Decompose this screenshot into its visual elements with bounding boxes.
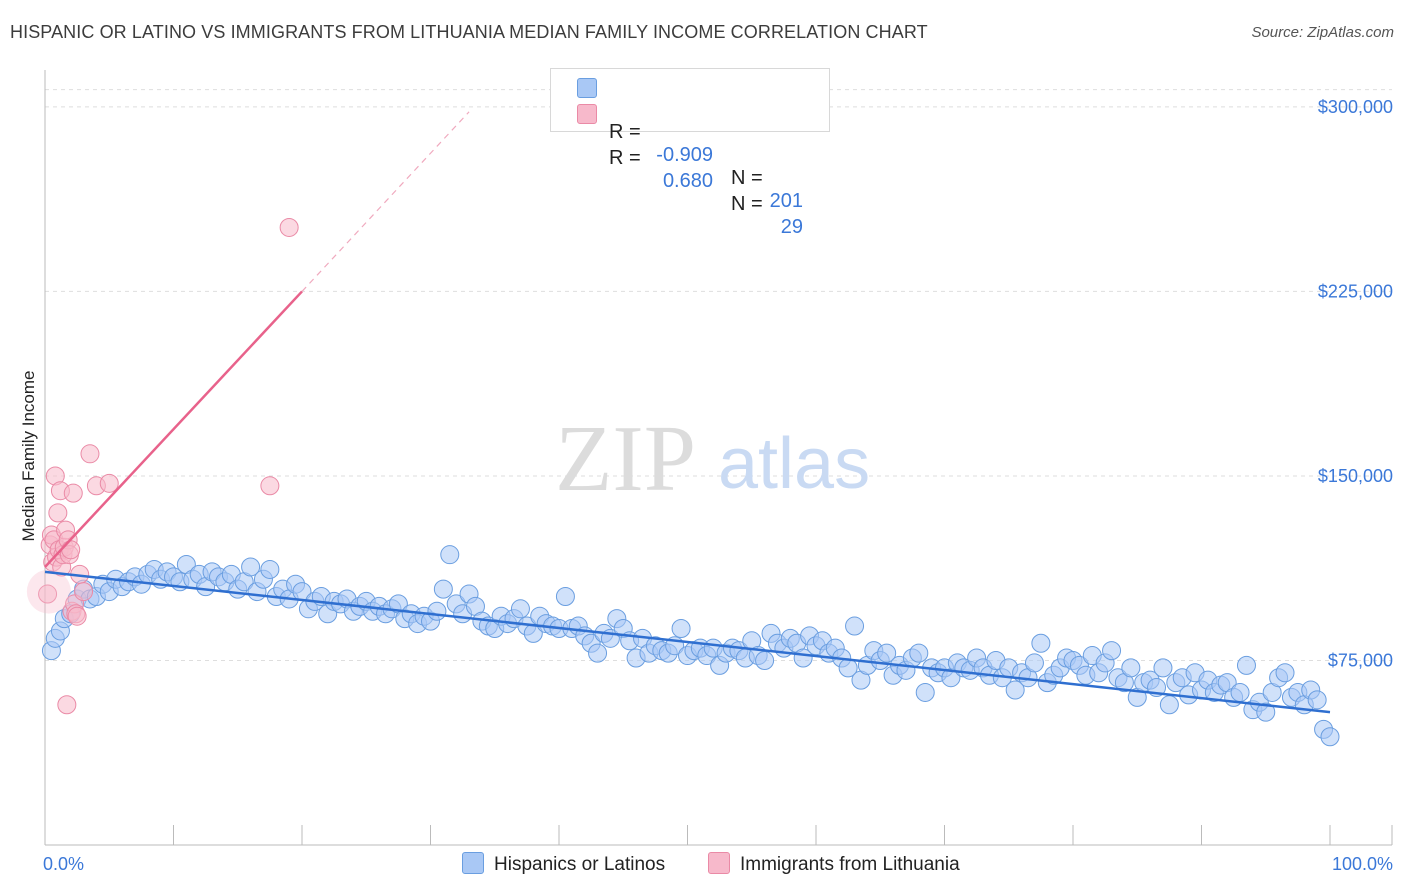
legend-swatch-lithuania xyxy=(577,104,597,124)
lithuania-point xyxy=(80,444,100,464)
hispanics-point xyxy=(433,579,453,599)
watermark-zip: ZIP xyxy=(555,407,696,511)
y-tick-label: $150,000 xyxy=(1318,466,1393,486)
legend-r-label: R = xyxy=(609,121,641,143)
hispanics-point xyxy=(1307,690,1327,710)
bottom-legend-label-hispanics: Hispanics or Latinos xyxy=(494,854,666,875)
hispanics-point xyxy=(260,559,280,579)
bottom-legend-label-lithuania: Immigrants from Lithuania xyxy=(740,854,960,875)
hispanics-point xyxy=(440,545,460,565)
lithuania-trend-extension xyxy=(301,111,470,292)
legend-r-label: R = xyxy=(609,147,641,169)
lithuania-point xyxy=(38,584,58,604)
hispanics-point xyxy=(1005,680,1025,700)
legend-row-hispanics: R = -0.909 N = 201 xyxy=(551,75,829,212)
hispanics-point xyxy=(671,618,691,638)
legend-n-label: N = xyxy=(731,193,763,215)
hispanics-point xyxy=(845,616,865,636)
y-tick-labels: $75,000 $150,000 $225,000 $300,000 xyxy=(1318,97,1393,671)
legend-n-value: 29 xyxy=(780,216,803,238)
hispanics-point xyxy=(1121,658,1141,678)
bottom-legend-lithuania: Immigrants from Lithuania xyxy=(708,852,960,876)
hispanics-point xyxy=(1159,695,1179,715)
lithuania-point xyxy=(63,483,83,503)
hispanics-point xyxy=(1031,633,1051,653)
legend-row-lithuania: R = 0.680 N = 29 xyxy=(551,101,829,238)
hispanics-trend-line xyxy=(44,570,1331,714)
y-axis-label: Median Family Income xyxy=(19,370,38,541)
lithuania-point xyxy=(260,476,280,496)
x-tick-label: 0.0% xyxy=(43,854,84,874)
hispanics-point xyxy=(755,650,775,670)
bottom-legend-hispanics: Hispanics or Latinos xyxy=(462,852,665,876)
watermark-atlas: atlas xyxy=(718,424,870,504)
hispanics-point xyxy=(427,601,447,621)
bottom-legend-swatch-hispanics xyxy=(462,852,484,874)
lithuania-point xyxy=(57,695,77,715)
lithuania-point xyxy=(74,582,94,602)
hispanics-point xyxy=(1102,641,1122,661)
lithuania-point xyxy=(61,540,81,560)
lithuania-point xyxy=(99,473,119,493)
hispanics-point xyxy=(1024,653,1044,673)
hispanics-point xyxy=(588,643,608,663)
y-tick-label: $75,000 xyxy=(1328,650,1393,670)
series-hispanics-points xyxy=(41,545,1340,747)
hispanics-point xyxy=(915,682,935,702)
legend-swatch-hispanics xyxy=(577,78,597,98)
hispanics-point xyxy=(555,587,575,607)
hispanics-point xyxy=(1236,655,1256,675)
lithuania-point xyxy=(48,503,68,523)
legend-n-label: N = xyxy=(731,167,763,189)
hispanics-point xyxy=(241,557,261,577)
y-tick-label: $300,000 xyxy=(1318,97,1393,117)
x-tick-label: 100.0% xyxy=(1332,854,1393,874)
axes xyxy=(44,70,1393,846)
trend-lines xyxy=(44,111,1331,714)
bottom-legend-swatch-lithuania xyxy=(708,852,730,874)
chart-title: HISPANIC OR LATINO VS IMMIGRANTS FROM LI… xyxy=(10,22,928,42)
lithuania-point xyxy=(67,606,87,626)
legend-n-value: 201 xyxy=(769,190,803,212)
hispanics-point xyxy=(1275,663,1295,683)
hispanics-point xyxy=(1153,658,1173,678)
hispanics-point xyxy=(1230,682,1250,702)
lithuania-point-cluster xyxy=(26,569,71,614)
legend-r-value: -0.909 xyxy=(656,144,713,166)
source-credit: Source: ZipAtlas.com xyxy=(1251,24,1394,41)
legend-r-value: 0.680 xyxy=(662,170,713,192)
series-lithuania-points xyxy=(26,217,299,715)
hispanics-point xyxy=(909,643,929,663)
lithuania-point xyxy=(279,217,299,237)
correlation-legend: R = -0.909 N = 201 R = 0.680 N = 29 xyxy=(550,68,830,238)
lithuania-trend-line xyxy=(44,290,303,568)
y-tick-label: $225,000 xyxy=(1318,281,1393,301)
hispanics-point xyxy=(1256,702,1276,722)
hispanics-point xyxy=(877,643,897,663)
hispanics-point xyxy=(510,599,530,619)
hispanics-point xyxy=(1320,727,1340,747)
x-tick-labels: 0.0% 100.0% xyxy=(43,854,1393,874)
